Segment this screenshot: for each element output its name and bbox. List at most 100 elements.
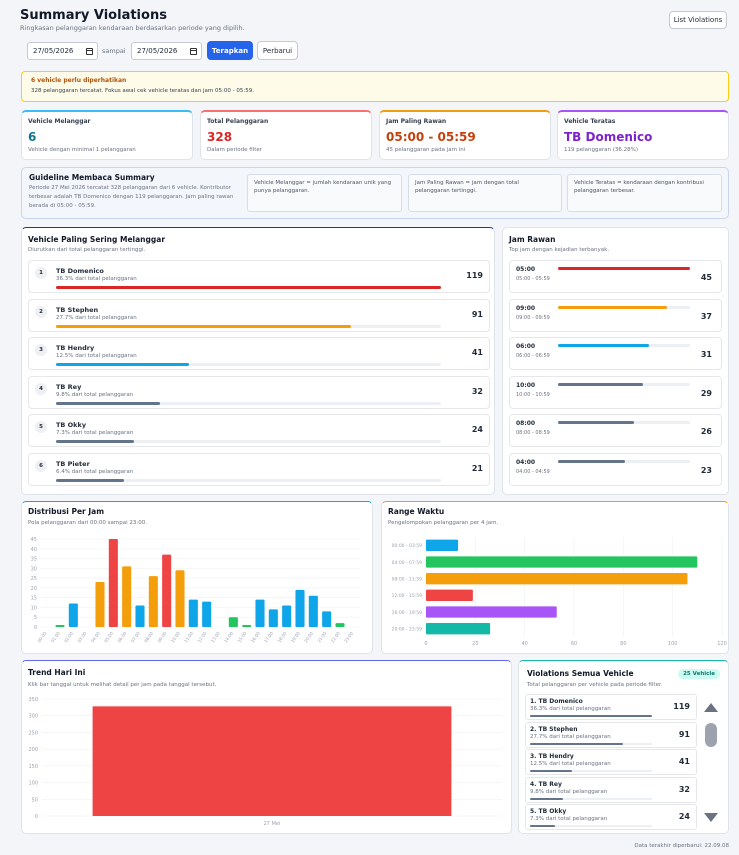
y-tick-label: 25: [31, 576, 37, 582]
vehicle-list-item[interactable]: 1. TB Domenico 36.3% dari total pelanggar…: [525, 694, 697, 720]
refresh-button[interactable]: Perbarui: [257, 41, 298, 60]
bar[interactable]: [135, 605, 145, 627]
y-tick-label: 200: [28, 747, 38, 753]
hour-range: 06:00 - 06:59: [516, 353, 550, 359]
bar[interactable]: [322, 611, 332, 627]
hour-start: 08:00: [516, 420, 536, 427]
vehicle-rank-row[interactable]: 2 TB Stephen 27.7% dari total pelanggaran 9…: [28, 298, 490, 332]
scroll-up-icon[interactable]: [704, 703, 718, 712]
vehicle-list-item[interactable]: 3. TB Hendry 12.5% dari total pelanggaran…: [525, 749, 697, 775]
date-to-value: 27/05/2026: [137, 47, 178, 55]
vehicle-list-item[interactable]: 4. TB Rey 9.8% dari total pelanggaran 32: [525, 776, 697, 803]
bar[interactable]: [426, 606, 557, 618]
bar[interactable]: [202, 601, 212, 627]
vehicle-progress-fill: [56, 440, 134, 443]
vehicle-progress-track: [530, 825, 652, 827]
bar[interactable]: [335, 623, 345, 627]
range-title: Range Waktu: [388, 507, 445, 516]
bar[interactable]: [92, 706, 452, 816]
y-tick-label: 250: [28, 730, 38, 736]
vehicle-list-item[interactable]: 5. TB Okky 7.3% dari total pelanggaran 24: [525, 804, 697, 830]
x-tick-label: 11:00: [183, 630, 194, 643]
bar[interactable]: [68, 603, 78, 627]
apply-button[interactable]: Terapkan: [207, 41, 253, 60]
bar[interactable]: [228, 617, 238, 627]
peak-hour-row[interactable]: 06:00 06:00 - 06:59 31: [509, 337, 722, 370]
hour-start: 04:00: [516, 458, 536, 466]
date-from-input[interactable]: 27/05/2026: [27, 42, 98, 60]
list-violations-button[interactable]: List Violations: [669, 11, 727, 29]
hour-violation-count: 26: [700, 427, 712, 436]
vehicle-violation-count: 119: [466, 271, 483, 280]
vehicle-rank-row[interactable]: 4 TB Rey 9.8% dari total pelanggaran 32: [28, 375, 490, 409]
calendar-icon[interactable]: [86, 47, 93, 55]
y-tick-label: 16:00 - 19:59: [392, 610, 423, 616]
bar[interactable]: [242, 625, 252, 627]
vehicle-rank-row[interactable]: 3 TB Hendry 12.5% dari total pelanggaran 41: [28, 337, 490, 370]
peak-hour-row[interactable]: 04:00 04:00 - 04:59 23: [509, 452, 722, 486]
vehicle-list-item[interactable]: 2. TB Stephen 27.7% dari total pelanggara…: [525, 721, 697, 748]
trend-chart[interactable]: 0 50 100 150 200 250 300 350 27 Mei: [22, 691, 511, 831]
scroll-down-icon[interactable]: [704, 813, 718, 822]
y-tick-label: 35: [31, 557, 37, 563]
peak-hour-row[interactable]: 08:00 08:00 - 08:59 26: [509, 414, 722, 447]
y-tick-label: 150: [28, 764, 38, 770]
vehicle-progress-fill: [530, 797, 563, 800]
x-tick-label: 10:00: [170, 630, 181, 643]
hour-progress-track: [558, 305, 690, 309]
bar[interactable]: [108, 539, 118, 627]
bar[interactable]: [148, 576, 158, 627]
vehicle-share: 9.8% dari total pelanggaran: [530, 788, 608, 795]
vehicle-name: 5. TB Okky: [530, 808, 567, 815]
y-tick-label: 350: [28, 697, 38, 703]
vehicle-rank-row[interactable]: 6 TB Pieter 6.4% dari total pelanggaran 21: [28, 452, 490, 486]
x-tick-label: 00:00: [36, 630, 47, 643]
peak-hour-row[interactable]: 05:00 05:00 - 05:59 45: [509, 260, 722, 293]
bar[interactable]: [426, 623, 491, 635]
y-tick-label: 300: [28, 714, 38, 720]
vehicle-progress-fill: [56, 363, 189, 366]
scrollbar[interactable]: [702, 699, 722, 829]
vehicle-rank-row[interactable]: 5 TB Okky 7.3% dari total pelanggaran 24: [28, 414, 490, 447]
bar[interactable]: [95, 582, 105, 627]
bar[interactable]: [282, 605, 292, 627]
stat-value: 6: [28, 130, 37, 144]
bar[interactable]: [122, 566, 132, 627]
bar[interactable]: [426, 539, 459, 551]
vehicle-share: 6.4% dari total pelanggaran: [56, 468, 134, 475]
y-tick-label: 0: [34, 625, 37, 631]
bar[interactable]: [295, 589, 305, 627]
bar[interactable]: [175, 570, 185, 627]
bar[interactable]: [162, 554, 172, 627]
bar[interactable]: [426, 573, 688, 585]
bar[interactable]: [188, 599, 198, 627]
bar[interactable]: [268, 609, 278, 627]
bar[interactable]: [426, 589, 473, 601]
hour-violation-count: 31: [700, 350, 712, 359]
vehicle-violation-count: 24: [678, 812, 690, 821]
all-vehicles-title: Violations Semua Vehicle: [527, 669, 634, 678]
rank-number: 1: [35, 267, 47, 279]
vehicle-progress-fill: [530, 715, 652, 717]
bar[interactable]: [308, 595, 318, 627]
calendar-icon[interactable]: [190, 47, 197, 55]
bar[interactable]: [426, 556, 698, 568]
hour-progress-track: [558, 421, 690, 424]
x-tick-label: 07:00: [130, 630, 141, 643]
bar[interactable]: [55, 625, 65, 627]
vehicle-share: 12.5% dari total pelanggaran: [530, 761, 611, 767]
peak-hour-row[interactable]: 10:00 10:00 - 10:59 29: [509, 375, 722, 409]
vehicle-rank-row[interactable]: 1 TB Domenico 36.3% dari total pelanggaran…: [28, 260, 490, 293]
y-tick-label: 10: [31, 605, 37, 611]
page-title: Summary Violations: [20, 8, 167, 23]
vehicle-name: 4. TB Rey: [530, 780, 562, 788]
x-tick-label: 23:00: [343, 630, 354, 643]
x-tick-label: 04:00: [90, 630, 101, 643]
bar[interactable]: [255, 599, 265, 627]
vehicle-progress-track: [56, 363, 441, 366]
hour-range: 05:00 - 05:59: [516, 276, 550, 282]
scroll-thumb[interactable]: [705, 723, 717, 747]
alert-banner: 6 vehicle perlu diperhatikan 328 pelangg…: [21, 71, 729, 102]
peak-hour-row[interactable]: 09:00 09:00 - 09:59 37: [509, 298, 722, 332]
date-to-input[interactable]: 27/05/2026: [131, 42, 202, 60]
